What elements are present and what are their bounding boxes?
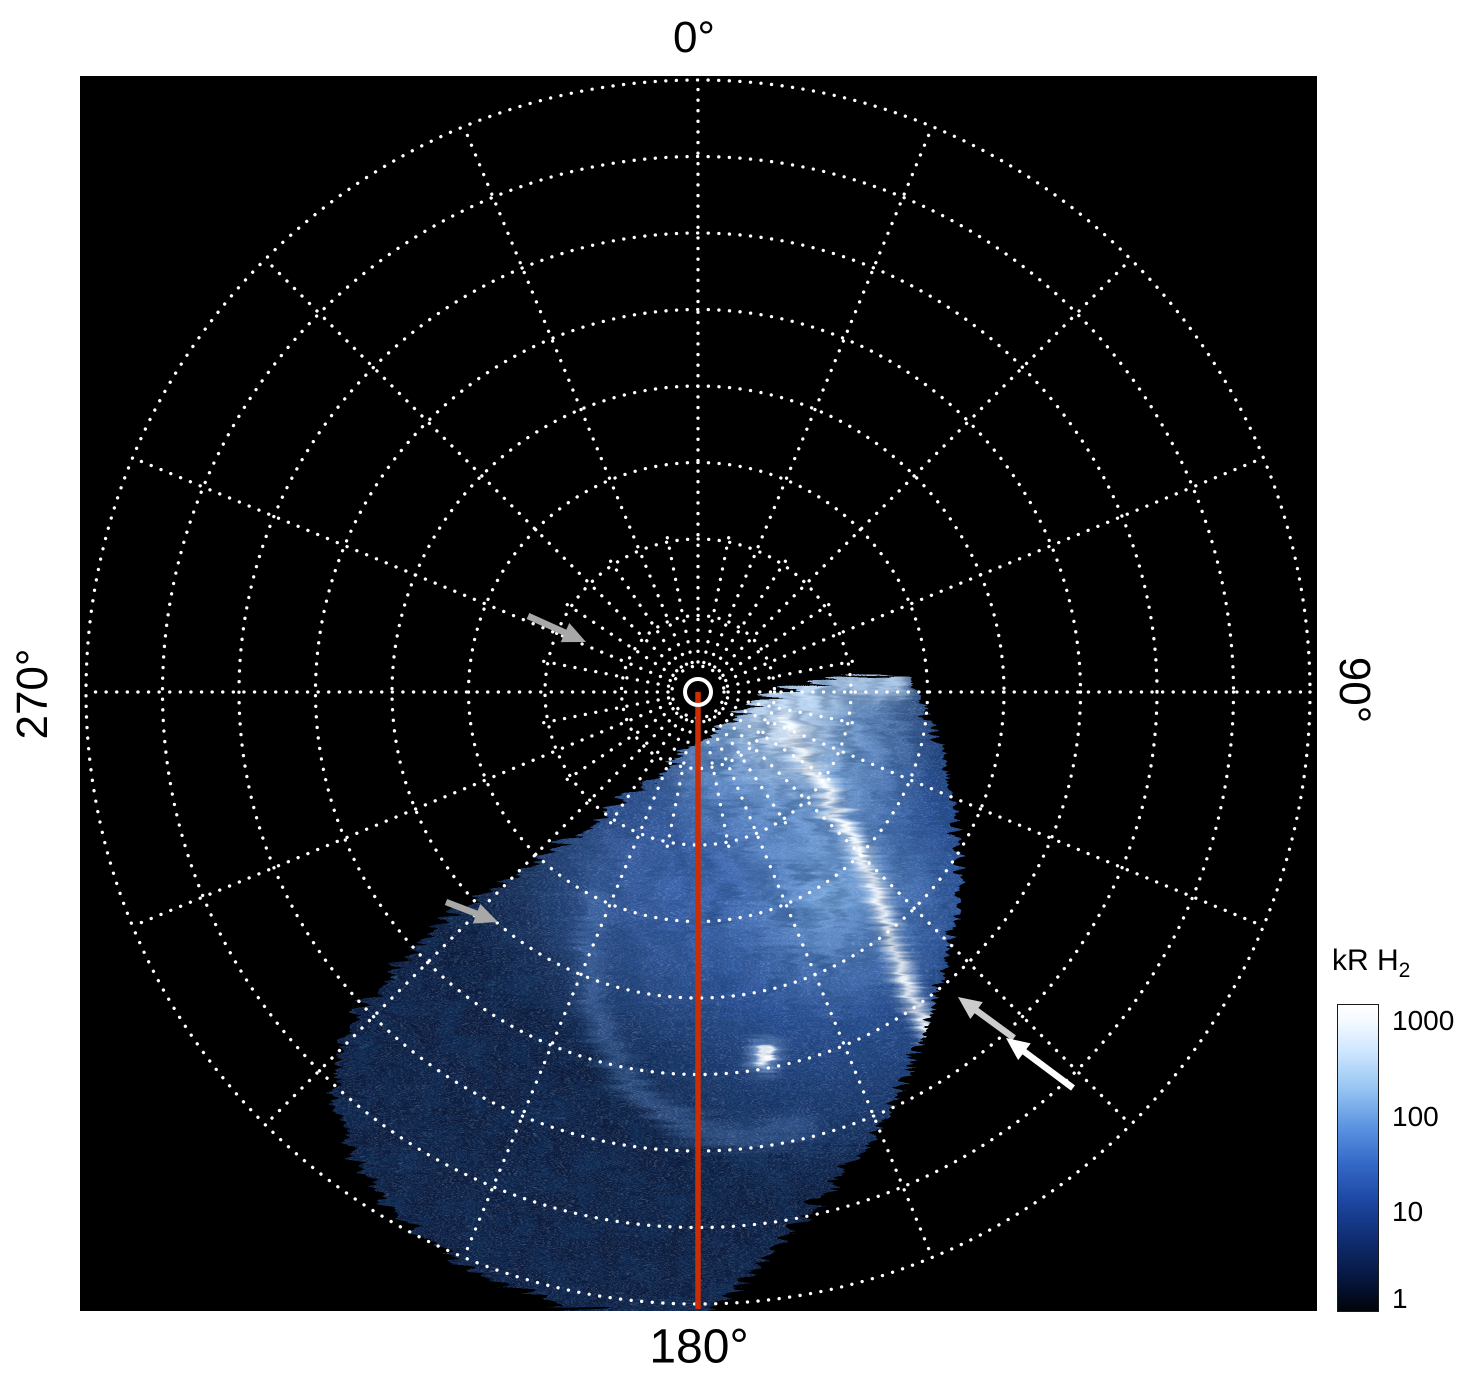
- gray-arrow-left-icon: [444, 898, 498, 924]
- colorbar-tick-10: 10: [1392, 1196, 1424, 1227]
- colorbar-title: kR H2: [1332, 944, 1410, 983]
- colorbar-tick-100: 100: [1392, 1101, 1439, 1132]
- white-arrow-right-icon: [1006, 1038, 1075, 1091]
- colorbar-title-subscript: 2: [1398, 959, 1411, 982]
- angle-label-180: 180°: [649, 1320, 749, 1374]
- auroral-emission-region: [330, 668, 956, 1308]
- colorbar-tick-1000: 1000: [1392, 1005, 1455, 1036]
- light-gray-arrow-right-icon: [958, 997, 1016, 1041]
- colorbar-tick-1: 1: [1392, 1283, 1408, 1314]
- pole-center-marker: [683, 677, 713, 707]
- colorbar-gradient: [1337, 1004, 1379, 1312]
- angle-label-270: 270°: [8, 648, 57, 740]
- angle-label-90: 90°: [1330, 656, 1379, 724]
- angle-label-0: 0°: [672, 13, 716, 62]
- polar-plot-svg: [84, 78, 1312, 1309]
- gray-arrow-upper-icon: [526, 613, 586, 643]
- polar-plot-area: [80, 76, 1317, 1311]
- colorbar-title-main: kR H: [1332, 944, 1399, 977]
